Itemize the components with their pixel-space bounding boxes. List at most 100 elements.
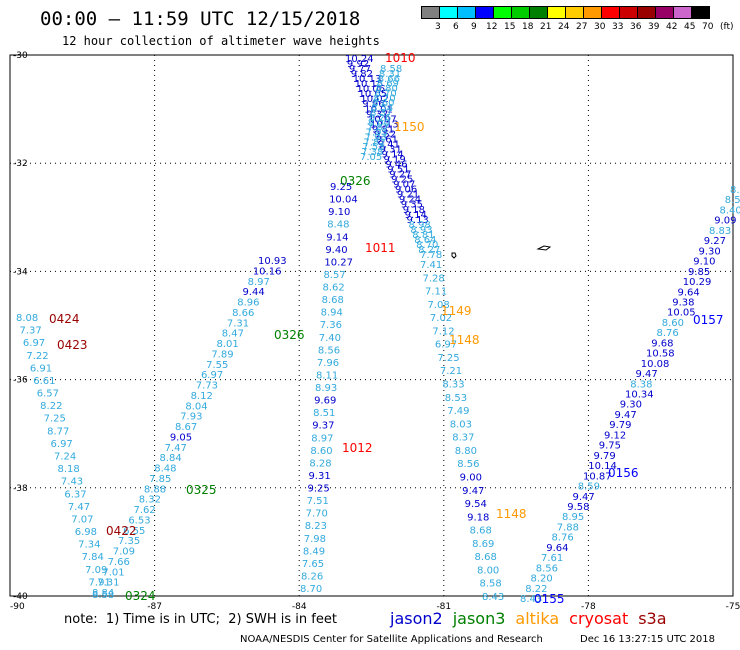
track-value: 8.48 (154, 464, 176, 475)
track-value: 7.82 (363, 137, 385, 148)
track-value: 7.05 (360, 152, 382, 163)
track-value: 8.08 (16, 313, 38, 324)
track-value: 10.29 (683, 277, 712, 288)
track-value: 7.95 (366, 128, 388, 139)
track-value: 9.46 (385, 160, 407, 171)
track-value: 7.09 (113, 547, 135, 558)
island-shape (451, 252, 457, 259)
track-value: 7.28 (422, 273, 444, 284)
track-value: 7.84 (82, 552, 104, 563)
track-value: 8.37 (452, 433, 474, 444)
track-value: 8.5 (725, 195, 740, 206)
color-scale-label: 18 (522, 22, 534, 32)
track-value: 7.73 (196, 381, 218, 392)
lon-tick-label: -78 (581, 602, 596, 612)
track-value: 9.10 (328, 207, 350, 218)
track-value: 9.47 (573, 492, 595, 503)
track-value: 7.34 (78, 540, 100, 551)
track-value: 9.10 (693, 257, 715, 268)
track-value: 7.49 (447, 406, 469, 417)
track-value: 7.11 (425, 287, 447, 298)
pass-time-label: 1150 (394, 120, 425, 134)
track-value: 9.19 (383, 155, 405, 166)
track-value: 7.87 (367, 123, 389, 134)
track-value: 7.08 (427, 300, 449, 311)
track-value: 8.60 (662, 318, 684, 329)
track-value: 10.58 (646, 349, 675, 360)
track-value: 9.30 (699, 246, 721, 257)
track-value: 9.24 (399, 195, 421, 206)
track-value: 9.51 (387, 165, 409, 176)
track-value: 10.24 (345, 54, 374, 65)
track-value: 9.31 (380, 144, 402, 155)
track-value: 8.76 (552, 533, 574, 544)
pass-time-label: 0157 (693, 313, 724, 327)
pass-time-label: 0423 (57, 338, 88, 352)
track-value: 9.85 (688, 267, 710, 278)
track-value: 6.91 (30, 363, 52, 374)
track-value: 8.98 (408, 220, 430, 231)
track-value: 7.21 (440, 366, 462, 377)
track-value: 9.44 (242, 287, 264, 298)
track-value: 8.32 (139, 495, 161, 506)
track-value: 8.70 (416, 240, 438, 251)
track-value: 10.02 (360, 94, 389, 105)
track-value: 10.93 (258, 256, 287, 267)
track-value: 9.77 (349, 64, 371, 75)
color-scale-label: 27 (576, 22, 588, 32)
track-value: 9.18 (467, 512, 489, 523)
pass-time-label: 1148 (449, 333, 480, 347)
track-value: 7.24 (54, 452, 76, 463)
lon-tick-label: -87 (147, 602, 162, 612)
track-value: 8.51 (313, 408, 335, 419)
color-scale-label: 12 (486, 22, 498, 32)
lon-tick-label: -75 (726, 602, 740, 612)
track-value: 8.93 (315, 383, 337, 394)
track-value: 10.06 (357, 84, 386, 95)
track-value: 8.94 (321, 308, 343, 319)
track-value: 8.66 (232, 308, 254, 319)
track-value: 8.97 (311, 433, 333, 444)
track-value: 8.00 (477, 565, 499, 576)
track-value: 9.07 (393, 180, 415, 191)
track-value: 8.76 (657, 328, 679, 339)
track-value: 10.15 (355, 79, 384, 90)
track-value: 10.13 (370, 119, 399, 130)
track-value: 9.54 (465, 499, 487, 510)
track-value: 8.60 (310, 446, 332, 457)
track-value: 9.06 (395, 185, 417, 196)
track-value: 7.66 (108, 557, 130, 568)
track-value: 8.80 (455, 446, 477, 457)
pass-time-label: 0326 (340, 174, 371, 188)
color-scale-label: 30 (594, 22, 606, 32)
track-value: 8.47 (222, 329, 244, 340)
track-value: 9.38 (672, 297, 694, 308)
pass-time-label: 1012 (342, 441, 373, 455)
color-scale-label: 15 (504, 22, 516, 32)
track-value: 8.12 (191, 391, 213, 402)
track-value: 6.55 (123, 526, 145, 537)
track-value: 7.93 (364, 132, 386, 143)
track-value: 7.41 (420, 260, 442, 271)
track-value: 8.43 (482, 592, 504, 603)
track-value: 7.61 (541, 553, 563, 564)
track-value: 9.35 (401, 200, 423, 211)
track-value: 10.14 (588, 461, 617, 472)
track-value: 9.12 (604, 430, 626, 441)
track-value: 8.58 (92, 590, 114, 601)
track-value: 10.34 (625, 390, 654, 401)
track-value: 7.96 (317, 358, 339, 369)
track-value: 9.18 (403, 205, 425, 216)
color-swatch-70 (691, 6, 710, 19)
track-value: 8.28 (309, 458, 331, 469)
lon-tick-label: -81 (436, 602, 451, 612)
track-value: 7.31 (97, 578, 119, 589)
track-value: 6.53 (128, 515, 150, 526)
satellite-legend: jason2 jason3 altika cryosat s3a (390, 609, 677, 628)
legend-cryosat: cryosat (569, 609, 629, 628)
track-value: 8.1 (730, 185, 740, 196)
track-value: 7.98 (304, 534, 326, 545)
track-value: 9.68 (651, 338, 673, 349)
track-value: 6.61 (33, 376, 55, 387)
track-value: 7.88 (557, 522, 579, 533)
